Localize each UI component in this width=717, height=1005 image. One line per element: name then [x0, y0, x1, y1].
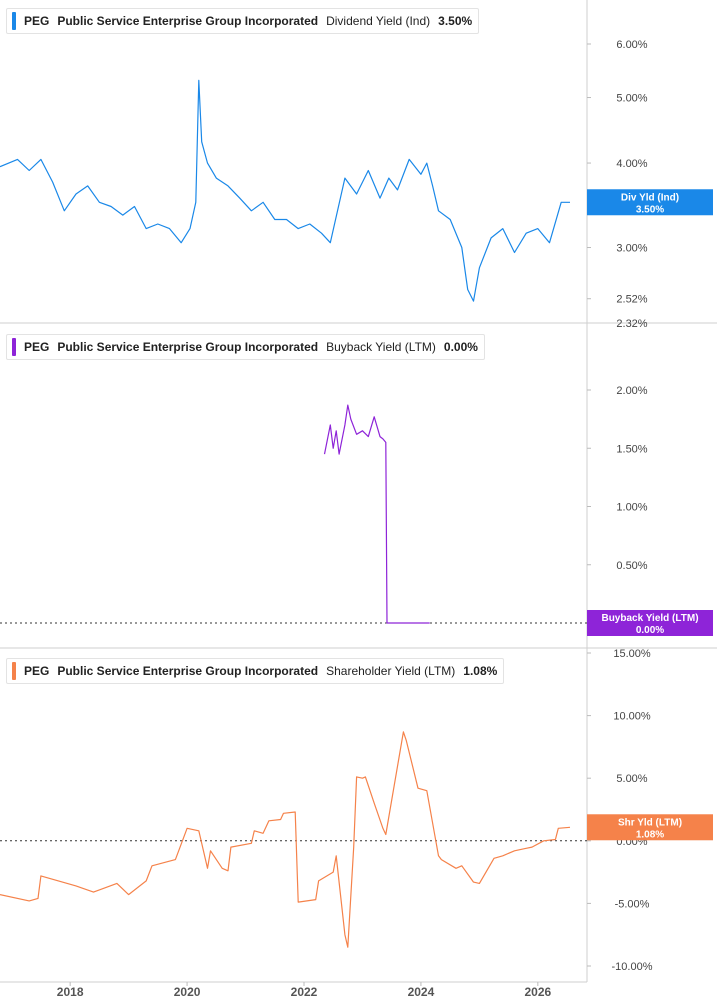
legend-buyback-yield: PEG Public Service Enterprise Group Inco…: [6, 334, 485, 360]
series-color-swatch: [12, 662, 16, 680]
badge-value: 1.08%: [636, 829, 664, 840]
legend-ticker: PEG: [24, 340, 50, 354]
legend-company: Public Service Enterprise Group Incorpor…: [57, 664, 319, 678]
legend-value: 1.08%: [463, 664, 498, 678]
y-tick-label: 2.32%: [616, 318, 647, 330]
badge-label: Buyback Yield (LTM): [601, 613, 698, 624]
y-tick-label: 2.52%: [616, 294, 647, 306]
badge-value: 3.50%: [636, 204, 664, 215]
x-tick-label: 2026: [524, 985, 551, 999]
y-tick-label: -5.00%: [615, 898, 650, 910]
y-tick-label: 15.00%: [613, 648, 651, 660]
y-tick-label: 2.00%: [616, 385, 647, 397]
current-value-badge: [587, 610, 713, 636]
y-tick-label: 5.00%: [616, 773, 647, 785]
y-tick-label: 1.50%: [616, 443, 647, 455]
legend-ticker: PEG: [24, 664, 50, 678]
x-tick-label: 2022: [291, 985, 318, 999]
series-color-swatch: [12, 12, 16, 30]
series-color-swatch: [12, 338, 16, 356]
legend-metric: Dividend Yield (Ind): [326, 14, 431, 28]
y-tick-label: 0.50%: [616, 560, 647, 572]
legend-metric: Shareholder Yield (LTM): [326, 664, 456, 678]
x-tick-label: 2020: [174, 985, 201, 999]
legend-dividend-yield: PEG Public Service Enterprise Group Inco…: [6, 8, 480, 34]
y-tick-label: 4.00%: [616, 158, 647, 170]
legend-company: Public Service Enterprise Group Incorpor…: [57, 340, 319, 354]
y-tick-label: 6.00%: [616, 39, 647, 51]
x-tick-label: 2024: [408, 985, 435, 999]
y-tick-label: 10.00%: [613, 711, 651, 723]
series-line-shareholder-yield-ltm-: [0, 731, 571, 948]
badge-label: Shr Yld (LTM): [618, 817, 682, 828]
series-line-dividend-yield-ind-: [0, 79, 570, 302]
legend-ticker: PEG: [24, 14, 50, 28]
y-tick-label: 5.00%: [616, 93, 647, 105]
current-value-badge: [587, 814, 713, 841]
y-tick-label: 1.00%: [616, 502, 647, 514]
badge-value: 0.00%: [636, 625, 664, 636]
legend-shareholder-yield: PEG Public Service Enterprise Group Inco…: [6, 658, 505, 684]
y-tick-label: -10.00%: [612, 961, 653, 973]
legend-value: 0.00%: [443, 340, 478, 354]
legend-metric: Buyback Yield (LTM): [326, 340, 436, 354]
x-tick-label: 2018: [57, 985, 84, 999]
legend-company: Public Service Enterprise Group Incorpor…: [57, 14, 319, 28]
series-line-buyback-yield-ltm-: [323, 404, 430, 624]
badge-label: Div Yld (Ind): [621, 192, 679, 203]
current-value-badge: [587, 189, 713, 216]
y-tick-label: 3.00%: [616, 243, 647, 255]
legend-value: 3.50%: [438, 14, 473, 28]
